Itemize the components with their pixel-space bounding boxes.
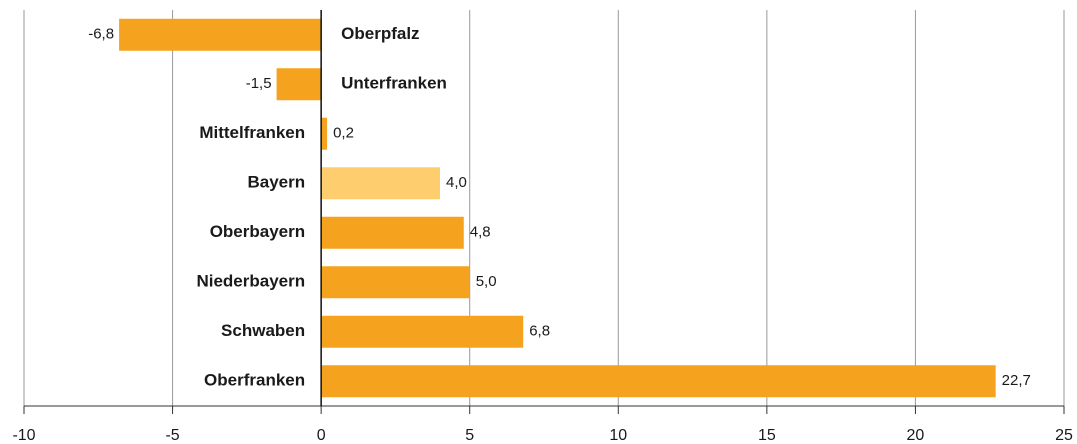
category-label: Unterfranken xyxy=(341,74,447,93)
value-label: 0,2 xyxy=(333,125,354,142)
x-tick-label: 5 xyxy=(465,427,474,444)
x-tick-label: 25 xyxy=(1055,427,1073,444)
category-label: Oberbayern xyxy=(210,222,305,241)
category-label: Niederbayern xyxy=(196,272,305,291)
value-label: -1,5 xyxy=(246,75,272,92)
value-label: 4,8 xyxy=(470,224,491,241)
bar xyxy=(321,266,470,299)
value-label: -6,8 xyxy=(88,26,114,43)
x-tick-label: 10 xyxy=(609,427,627,444)
value-label: 22,7 xyxy=(1002,372,1031,389)
category-label: Schwaben xyxy=(221,321,305,340)
x-tick-label: -10 xyxy=(12,427,35,444)
bar xyxy=(119,18,322,51)
x-tick-label: 15 xyxy=(758,427,776,444)
value-label: 6,8 xyxy=(529,323,550,340)
value-label: 5,0 xyxy=(476,273,497,290)
bar xyxy=(321,365,996,398)
value-label: 4,0 xyxy=(446,174,467,191)
x-tick-label: 0 xyxy=(317,427,326,444)
category-label: Bayern xyxy=(248,173,306,192)
bar xyxy=(321,315,524,348)
category-label: Mittelfranken xyxy=(199,123,305,142)
bar xyxy=(321,167,440,200)
bar xyxy=(276,68,322,101)
category-label: Oberfranken xyxy=(204,371,305,390)
bar xyxy=(321,117,328,150)
x-tick-label: 20 xyxy=(907,427,925,444)
category-label: Oberpfalz xyxy=(341,24,419,43)
bar xyxy=(321,216,464,249)
x-tick-label: -5 xyxy=(165,427,179,444)
